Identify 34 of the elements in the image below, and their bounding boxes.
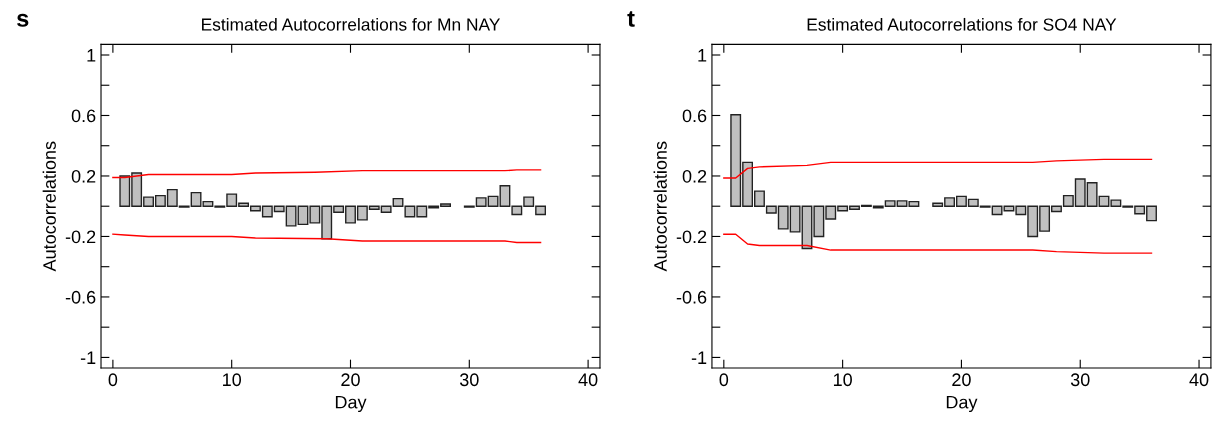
line-series bbox=[723, 233, 1153, 254]
y-tick-label: -0.6 bbox=[676, 290, 707, 304]
y-tick-label: 0.6 bbox=[71, 109, 96, 123]
x-tick-label: 20 bbox=[341, 373, 360, 387]
y-tick-label: 0.6 bbox=[682, 109, 707, 123]
y-tick-label: 0.2 bbox=[71, 169, 96, 183]
y-tick-label: -0.6 bbox=[65, 290, 96, 304]
x-tick-label: 40 bbox=[1189, 373, 1209, 387]
x-axis-title: Day bbox=[335, 395, 367, 413]
line-series bbox=[723, 158, 1153, 179]
y-tick-label: 1 bbox=[87, 49, 96, 62]
y-tick-label: 1 bbox=[698, 49, 707, 62]
chart-title: Estimated Autocorrelations for Mn NAY bbox=[202, 17, 501, 31]
x-tick-label: 30 bbox=[459, 373, 479, 387]
y-tick-label: -1 bbox=[80, 351, 96, 364]
chart-title: Estimated Autocorrelations for SO4 NAY bbox=[807, 17, 1117, 31]
x-tick-label: 10 bbox=[833, 373, 852, 387]
x-tick-label: 10 bbox=[223, 373, 242, 387]
y-axis-title: Autocorrelations bbox=[42, 141, 56, 272]
y-tick-label: -0.2 bbox=[65, 230, 96, 244]
x-tick-label: 20 bbox=[952, 373, 971, 387]
text: t bbox=[627, 11, 635, 27]
x-tick-label: 40 bbox=[578, 373, 598, 387]
x-tick-label: 30 bbox=[1070, 373, 1090, 387]
text: s bbox=[17, 13, 29, 27]
line-series bbox=[112, 233, 542, 244]
y-tick-label: -1 bbox=[691, 351, 707, 364]
x-tick-label: 0 bbox=[719, 373, 729, 387]
x-axis-title: Day bbox=[946, 395, 978, 413]
y-axis-title: Autocorrelations bbox=[653, 141, 667, 272]
y-tick-label: 0.2 bbox=[682, 169, 707, 183]
y-tick-label: -0.2 bbox=[676, 230, 707, 244]
x-tick-label: 0 bbox=[108, 373, 118, 387]
line-series bbox=[112, 169, 542, 179]
